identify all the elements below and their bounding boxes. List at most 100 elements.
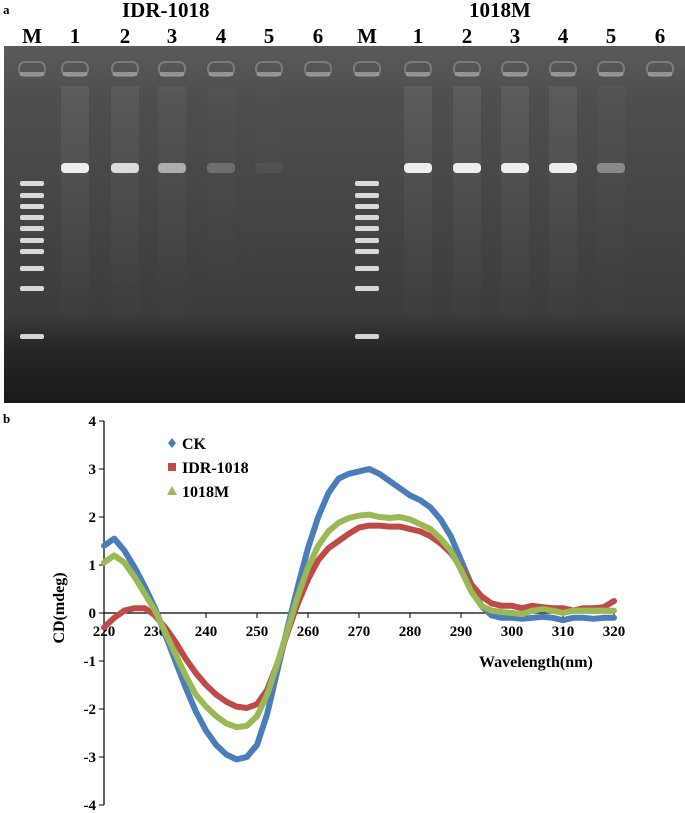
agarose-gel-image	[4, 46, 685, 403]
data-point	[326, 529, 331, 534]
x-tick-label: 280	[399, 624, 422, 640]
lane-label: M	[22, 24, 42, 48]
lane-smear	[158, 86, 186, 336]
ladder-band	[20, 238, 44, 243]
data-point	[101, 543, 107, 548]
y-tick-label: 3	[89, 462, 97, 478]
gel-background	[4, 46, 685, 403]
y-tick-label: 1	[89, 558, 97, 574]
dna-band	[404, 163, 432, 173]
data-point	[489, 608, 494, 613]
lane-label: 4	[557, 24, 569, 48]
data-point	[530, 615, 535, 620]
dna-band	[597, 163, 625, 173]
data-point	[591, 608, 596, 613]
data-point	[305, 546, 311, 551]
data-point	[336, 476, 341, 481]
data-point	[163, 630, 168, 635]
y-axis: 4 3 2 1 0 -1 -2 -3 -4	[84, 414, 105, 813]
legend-marker	[168, 438, 176, 448]
data-point	[183, 656, 188, 661]
data-point	[101, 625, 107, 630]
data-point	[244, 723, 249, 728]
data-point	[244, 754, 249, 760]
legend-marker	[167, 486, 177, 495]
data-point	[254, 714, 260, 719]
data-point	[356, 513, 362, 518]
data-point	[336, 538, 341, 544]
data-point	[142, 606, 147, 611]
data-point	[275, 661, 280, 666]
data-point	[336, 520, 341, 525]
data-point	[254, 742, 260, 748]
lane-label: 3	[509, 24, 521, 48]
dna-band	[255, 163, 283, 173]
gel-group-title-1018m: 1018M	[469, 0, 531, 22]
data-point	[479, 594, 484, 599]
data-point	[509, 603, 515, 608]
lane-smear	[404, 86, 432, 336]
chart-legend: CK IDR-1018 1018M	[167, 436, 249, 501]
gel-well-bottom	[355, 72, 379, 76]
data-point	[377, 523, 382, 528]
data-point	[112, 536, 117, 541]
data-point	[214, 692, 219, 697]
y-tick-label: 4	[89, 414, 97, 430]
data-point	[499, 609, 504, 615]
lane-smear	[255, 86, 283, 336]
data-point	[540, 614, 545, 619]
x-tick-label: 240	[195, 624, 218, 640]
gel-well-bottom	[160, 72, 184, 76]
data-point	[377, 514, 382, 520]
data-point	[356, 469, 362, 474]
data-point	[387, 524, 392, 529]
data-point	[193, 709, 198, 714]
data-point	[448, 548, 453, 553]
series-layer	[101, 466, 617, 763]
gel-well-bottom	[406, 72, 430, 76]
data-point	[428, 526, 433, 532]
ladder-band	[20, 334, 44, 339]
data-point	[346, 471, 351, 476]
data-point	[173, 651, 178, 656]
y-axis-title: CD(mdeg)	[51, 572, 68, 643]
ladder-band	[355, 193, 379, 198]
data-point	[581, 615, 586, 620]
gel-well-bottom	[257, 72, 281, 76]
x-tick-label: 320	[603, 624, 626, 640]
x-tick-label: 260	[297, 624, 320, 640]
data-point	[397, 514, 402, 520]
data-point	[560, 610, 566, 616]
lane-label: M	[357, 24, 377, 48]
data-point	[101, 560, 107, 565]
ladder-band	[355, 238, 379, 243]
data-point	[183, 685, 188, 690]
lane-label: 4	[215, 24, 227, 48]
data-point	[499, 615, 504, 620]
ladder-band	[355, 334, 379, 339]
data-point	[418, 522, 423, 527]
lane-smear	[111, 86, 139, 336]
data-point	[305, 565, 311, 570]
lane-label: 6	[312, 24, 324, 48]
panel-b-label: b	[3, 411, 11, 426]
data-point	[571, 615, 576, 620]
gel-well-bottom	[306, 72, 330, 76]
data-point	[152, 608, 158, 613]
ladder-band	[20, 226, 44, 231]
data-point	[193, 692, 198, 697]
data-point	[591, 616, 596, 621]
data-point	[560, 618, 566, 623]
data-point	[326, 546, 331, 551]
panel-a-label: a	[3, 2, 10, 17]
data-point	[611, 608, 617, 613]
data-point	[530, 603, 535, 608]
data-point	[122, 560, 127, 565]
data-point	[234, 725, 239, 730]
data-point	[550, 608, 555, 613]
data-point	[489, 613, 494, 618]
x-tick-label: 270	[348, 624, 371, 640]
data-point	[601, 615, 606, 620]
data-point	[203, 704, 209, 709]
data-point	[316, 558, 321, 563]
